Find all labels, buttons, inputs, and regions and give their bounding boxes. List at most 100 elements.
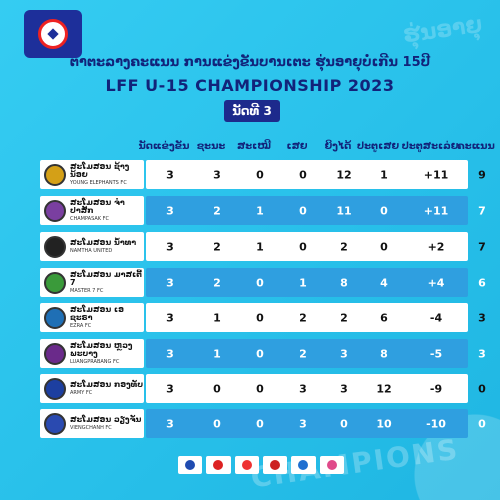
stat-value: 3 [166, 417, 174, 430]
stat-value: 1 [213, 347, 221, 360]
stat-value: 3 [340, 382, 348, 395]
football-icon [38, 19, 68, 49]
team-english-name: EZRA FC [70, 323, 92, 329]
table-row: ສະໂມສອນ ຈຳປາສັກ CHAMPASAK FC 3 2 1 0 11 0 +11 7 [40, 196, 486, 225]
stat-value: 0 [256, 382, 264, 395]
stat-value: 0 [340, 417, 348, 430]
stat-value: 3 [166, 204, 174, 217]
stat-value: 2 [213, 204, 221, 217]
sponsor-2-logo [206, 456, 231, 474]
col-goals-for: ຍິງໄດ້ [324, 141, 352, 152]
stat-value: 8 [340, 276, 348, 289]
stat-value: 2 [213, 240, 221, 253]
sponsor-bar [178, 456, 344, 474]
stat-value: 3 [213, 168, 221, 181]
team-english-name: CHAMPASAK FC [70, 216, 110, 222]
stat-value: 12 [376, 382, 392, 395]
stat-value: 0 [256, 311, 264, 324]
stat-value: +2 [427, 240, 445, 253]
team-stats: 3 2 1 0 11 0 +11 7 [146, 196, 486, 225]
team-cell: ສະໂມສອນ ວຽງຈັນ VIENGCHANH FC [40, 409, 144, 438]
team-stats: 3 3 0 0 12 1 +11 9 [146, 160, 486, 189]
table-row: ສະໂມສອນ ນ້ຳທາ NAMTHA UNITED 3 2 1 0 2 0 +2 7 [40, 232, 486, 261]
team-stats: 3 2 1 0 2 0 +2 7 [146, 232, 486, 261]
team-crest-icon [44, 342, 66, 365]
col-goal-diff: ປະຕູສະເລ່ຍ [401, 141, 459, 152]
stat-value: 0 [256, 417, 264, 430]
pepsi-logo [178, 456, 203, 474]
team-crest-icon [44, 163, 66, 186]
team-name: ສະໂມສອນ ວຽງຈັນ [70, 415, 142, 424]
table-header: ນັດແຂ່ງຂັນ ຊະນະ ສະເໝີ ເສຍ ຍິງໄດ້ ປະຕູເສຍ… [138, 141, 495, 157]
stat-value: 9 [478, 168, 486, 181]
team-name: ສະໂມສອນ ກອງທັບ [70, 380, 144, 389]
stat-value: 2 [340, 311, 348, 324]
stat-value: 0 [213, 417, 221, 430]
stat-value: -5 [429, 347, 443, 360]
table-row: ສະໂມສອນ ມາສເຕີ້ 7 MASTER 7 FC 3 2 0 1 8 4 +4 6 [40, 268, 486, 297]
stat-value: 8 [380, 347, 388, 360]
stat-value: 0 [256, 168, 264, 181]
team-english-name: YOUNG ELEPHANTS FC [70, 180, 127, 186]
stat-value: 3 [478, 311, 486, 324]
col-played: ນັດແຂ່ງຂັນ [138, 141, 190, 152]
stat-value: 1 [256, 240, 264, 253]
team-english-name: MASTER 7 FC [70, 288, 104, 294]
stat-value: 0 [380, 204, 388, 217]
team-crest-icon [44, 412, 66, 435]
stat-value: 0 [380, 240, 388, 253]
col-drawn: ສະເໝີ [237, 141, 271, 152]
team-stats: 3 0 0 3 3 12 -9 0 [146, 374, 486, 403]
stat-value: +4 [427, 276, 445, 289]
stat-value: -4 [429, 311, 443, 324]
team-crest-icon [44, 199, 66, 222]
stat-value: 1 [299, 276, 307, 289]
stat-value: 3 [166, 168, 174, 181]
sponsor-3-logo [234, 456, 259, 474]
stat-value: 3 [166, 276, 174, 289]
team-crest-icon [44, 377, 66, 400]
stat-value: 7 [478, 204, 486, 217]
table-row: ສະໂມສອນ ເອຊະຣາ EZRA FC 3 1 0 2 2 6 -4 3 [40, 303, 486, 332]
col-won: ຊະນະ [196, 141, 226, 152]
stat-value: 3 [166, 382, 174, 395]
stat-value: 1 [380, 168, 388, 181]
team-crest-icon [44, 306, 66, 329]
stat-value: 2 [299, 311, 307, 324]
team-stats: 3 0 0 3 0 10 -10 0 [146, 409, 486, 438]
team-name: ສະໂມສອນ ຊ້າງນ້ອຍ [70, 162, 130, 179]
stat-value: 11 [336, 204, 352, 217]
stat-value: 6 [478, 276, 486, 289]
stat-value: 1 [213, 311, 221, 324]
team-name: ສະໂມສອນ ມາສເຕີ້ 7 [70, 270, 142, 287]
col-goals-against: ປະຕູເສຍ [356, 141, 400, 152]
team-cell: ສະໂມສອນ ຊ້າງນ້ອຍ YOUNG ELEPHANTS FC [40, 160, 144, 189]
table-row: ສະໂມສອນ ກອງທັບ ARMY FC 3 0 0 3 3 12 -9 0 [40, 374, 486, 403]
team-crest-icon [44, 271, 66, 294]
team-cell: ສະໂມສອນ ນ້ຳທາ NAMTHA UNITED [40, 232, 144, 261]
team-name: ສະໂມສອນ ນ້ຳທາ [70, 238, 137, 247]
stat-value: 2 [213, 276, 221, 289]
team-name: ສະໂມສອນ ເອຊະຣາ [70, 305, 124, 322]
reusse-logo [291, 456, 316, 474]
stat-value: 0 [299, 240, 307, 253]
stat-value: 0 [299, 204, 307, 217]
title-english: LFF U-15 CHAMPIONSHIP 2023 [105, 76, 395, 95]
stat-value: +11 [423, 168, 449, 181]
stat-value: 4 [380, 276, 388, 289]
stat-value: 0 [478, 417, 486, 430]
team-cell: ສະໂມສອນ ຫຼວງພະບາງ LUANGPRABANG FC [40, 339, 144, 368]
sponsor-4-logo [262, 456, 288, 474]
stat-value: 0 [478, 382, 486, 395]
team-cell: ສະໂມສອນ ເອຊະຣາ EZRA FC [40, 303, 144, 332]
team-cell: ສະໂມສອນ ຈຳປາສັກ CHAMPASAK FC [40, 196, 144, 225]
stat-value: 6 [380, 311, 388, 324]
stat-value: 2 [299, 347, 307, 360]
table-row: ສະໂມສອນ ວຽງຈັນ VIENGCHANH FC 3 0 0 3 0 10 -10 0 [40, 409, 486, 438]
team-cell: ສະໂມສອນ ມາສເຕີ້ 7 MASTER 7 FC [40, 268, 144, 297]
matchday-badge: ນັດທີ 3 [224, 100, 280, 122]
team-cell: ສະໂມສອນ ກອງທັບ ARMY FC [40, 374, 144, 403]
stat-value: 3 [478, 347, 486, 360]
team-english-name: ARMY FC [70, 390, 93, 396]
stat-value: 0 [256, 276, 264, 289]
